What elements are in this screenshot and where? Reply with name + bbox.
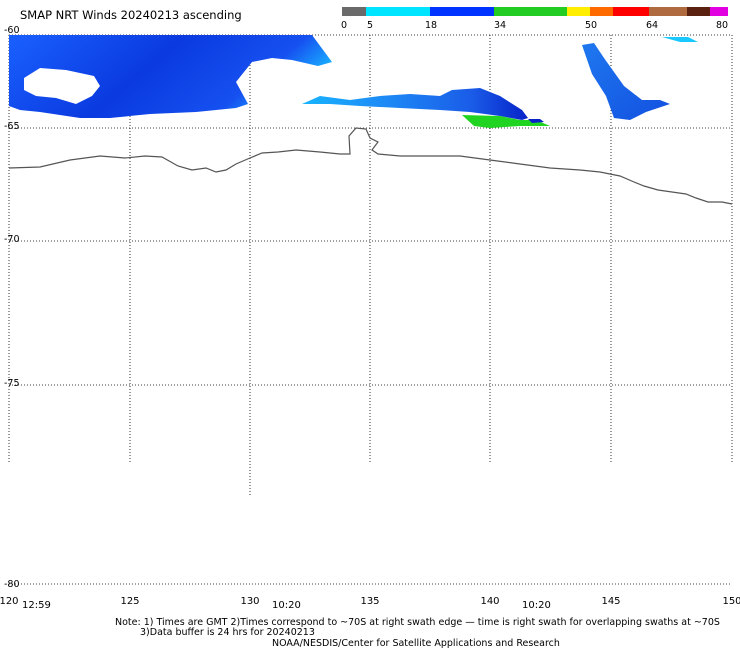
swath-b-dark (528, 119, 544, 123)
swath-time-3: 10:20 (522, 600, 551, 611)
lon-label-130: 130 (240, 596, 260, 607)
lat-label-65: -65 (4, 121, 20, 132)
swath-b-shape (302, 88, 528, 120)
note-line-2: 3)Data buffer is 24 hrs for 20240213 (140, 627, 315, 638)
colorbar-label-0: 0 (340, 20, 348, 31)
map-title: SMAP NRT Winds 20240213 ascending (20, 8, 242, 22)
colorbar-segment (342, 7, 366, 16)
colorbar-label-5: 5 (366, 20, 374, 31)
lon-label-150: 150 (722, 596, 740, 607)
wind-speed-colorbar (342, 7, 728, 16)
lat-label-70: -70 (4, 234, 20, 245)
colorbar-segment (613, 7, 649, 16)
wind-swath-left (9, 35, 332, 118)
wind-swath-right (582, 37, 698, 120)
swath-a-shape (9, 35, 332, 118)
colorbar-label-34: 34 (493, 20, 507, 31)
colorbar-segment (494, 7, 567, 16)
colorbar-label-64: 64 (645, 20, 659, 31)
colorbar-segment (366, 7, 430, 16)
note-line-1: Note: 1) Times are GMT 2)Times correspon… (115, 617, 720, 628)
lat-label-75: -75 (4, 378, 20, 389)
swath-c-shape (582, 43, 670, 120)
lat-label-60: -60 (4, 25, 20, 36)
colorbar-segment (590, 7, 613, 16)
colorbar-segment (687, 7, 710, 16)
lon-label-145: 145 (601, 596, 621, 607)
colorbar-label-80: 80 (715, 20, 729, 31)
swath-b-green (462, 115, 550, 128)
lon-label-125: 125 (120, 596, 140, 607)
lon-label-120: 120 (0, 596, 19, 607)
swath-c-cyan (662, 37, 698, 42)
swath-time-1: 12:59 (22, 600, 51, 611)
colorbar-label-18: 18 (424, 20, 438, 31)
lon-label-135: 135 (360, 596, 380, 607)
swath-time-2: 10:20 (272, 600, 301, 611)
antarctic-coastline (8, 127, 733, 205)
colorbar-segment (710, 7, 728, 16)
colorbar-segment (430, 7, 494, 16)
lon-label-140: 140 (480, 596, 500, 607)
colorbar-label-50: 50 (584, 20, 598, 31)
wind-swath-middle (302, 88, 550, 128)
colorbar-segment (567, 7, 590, 16)
lat-label-80: -80 (4, 579, 20, 590)
swath-a-gap (24, 68, 100, 104)
credit-line: NOAA/NESDIS/Center for Satellite Applica… (272, 638, 560, 649)
colorbar-segment (649, 7, 687, 16)
